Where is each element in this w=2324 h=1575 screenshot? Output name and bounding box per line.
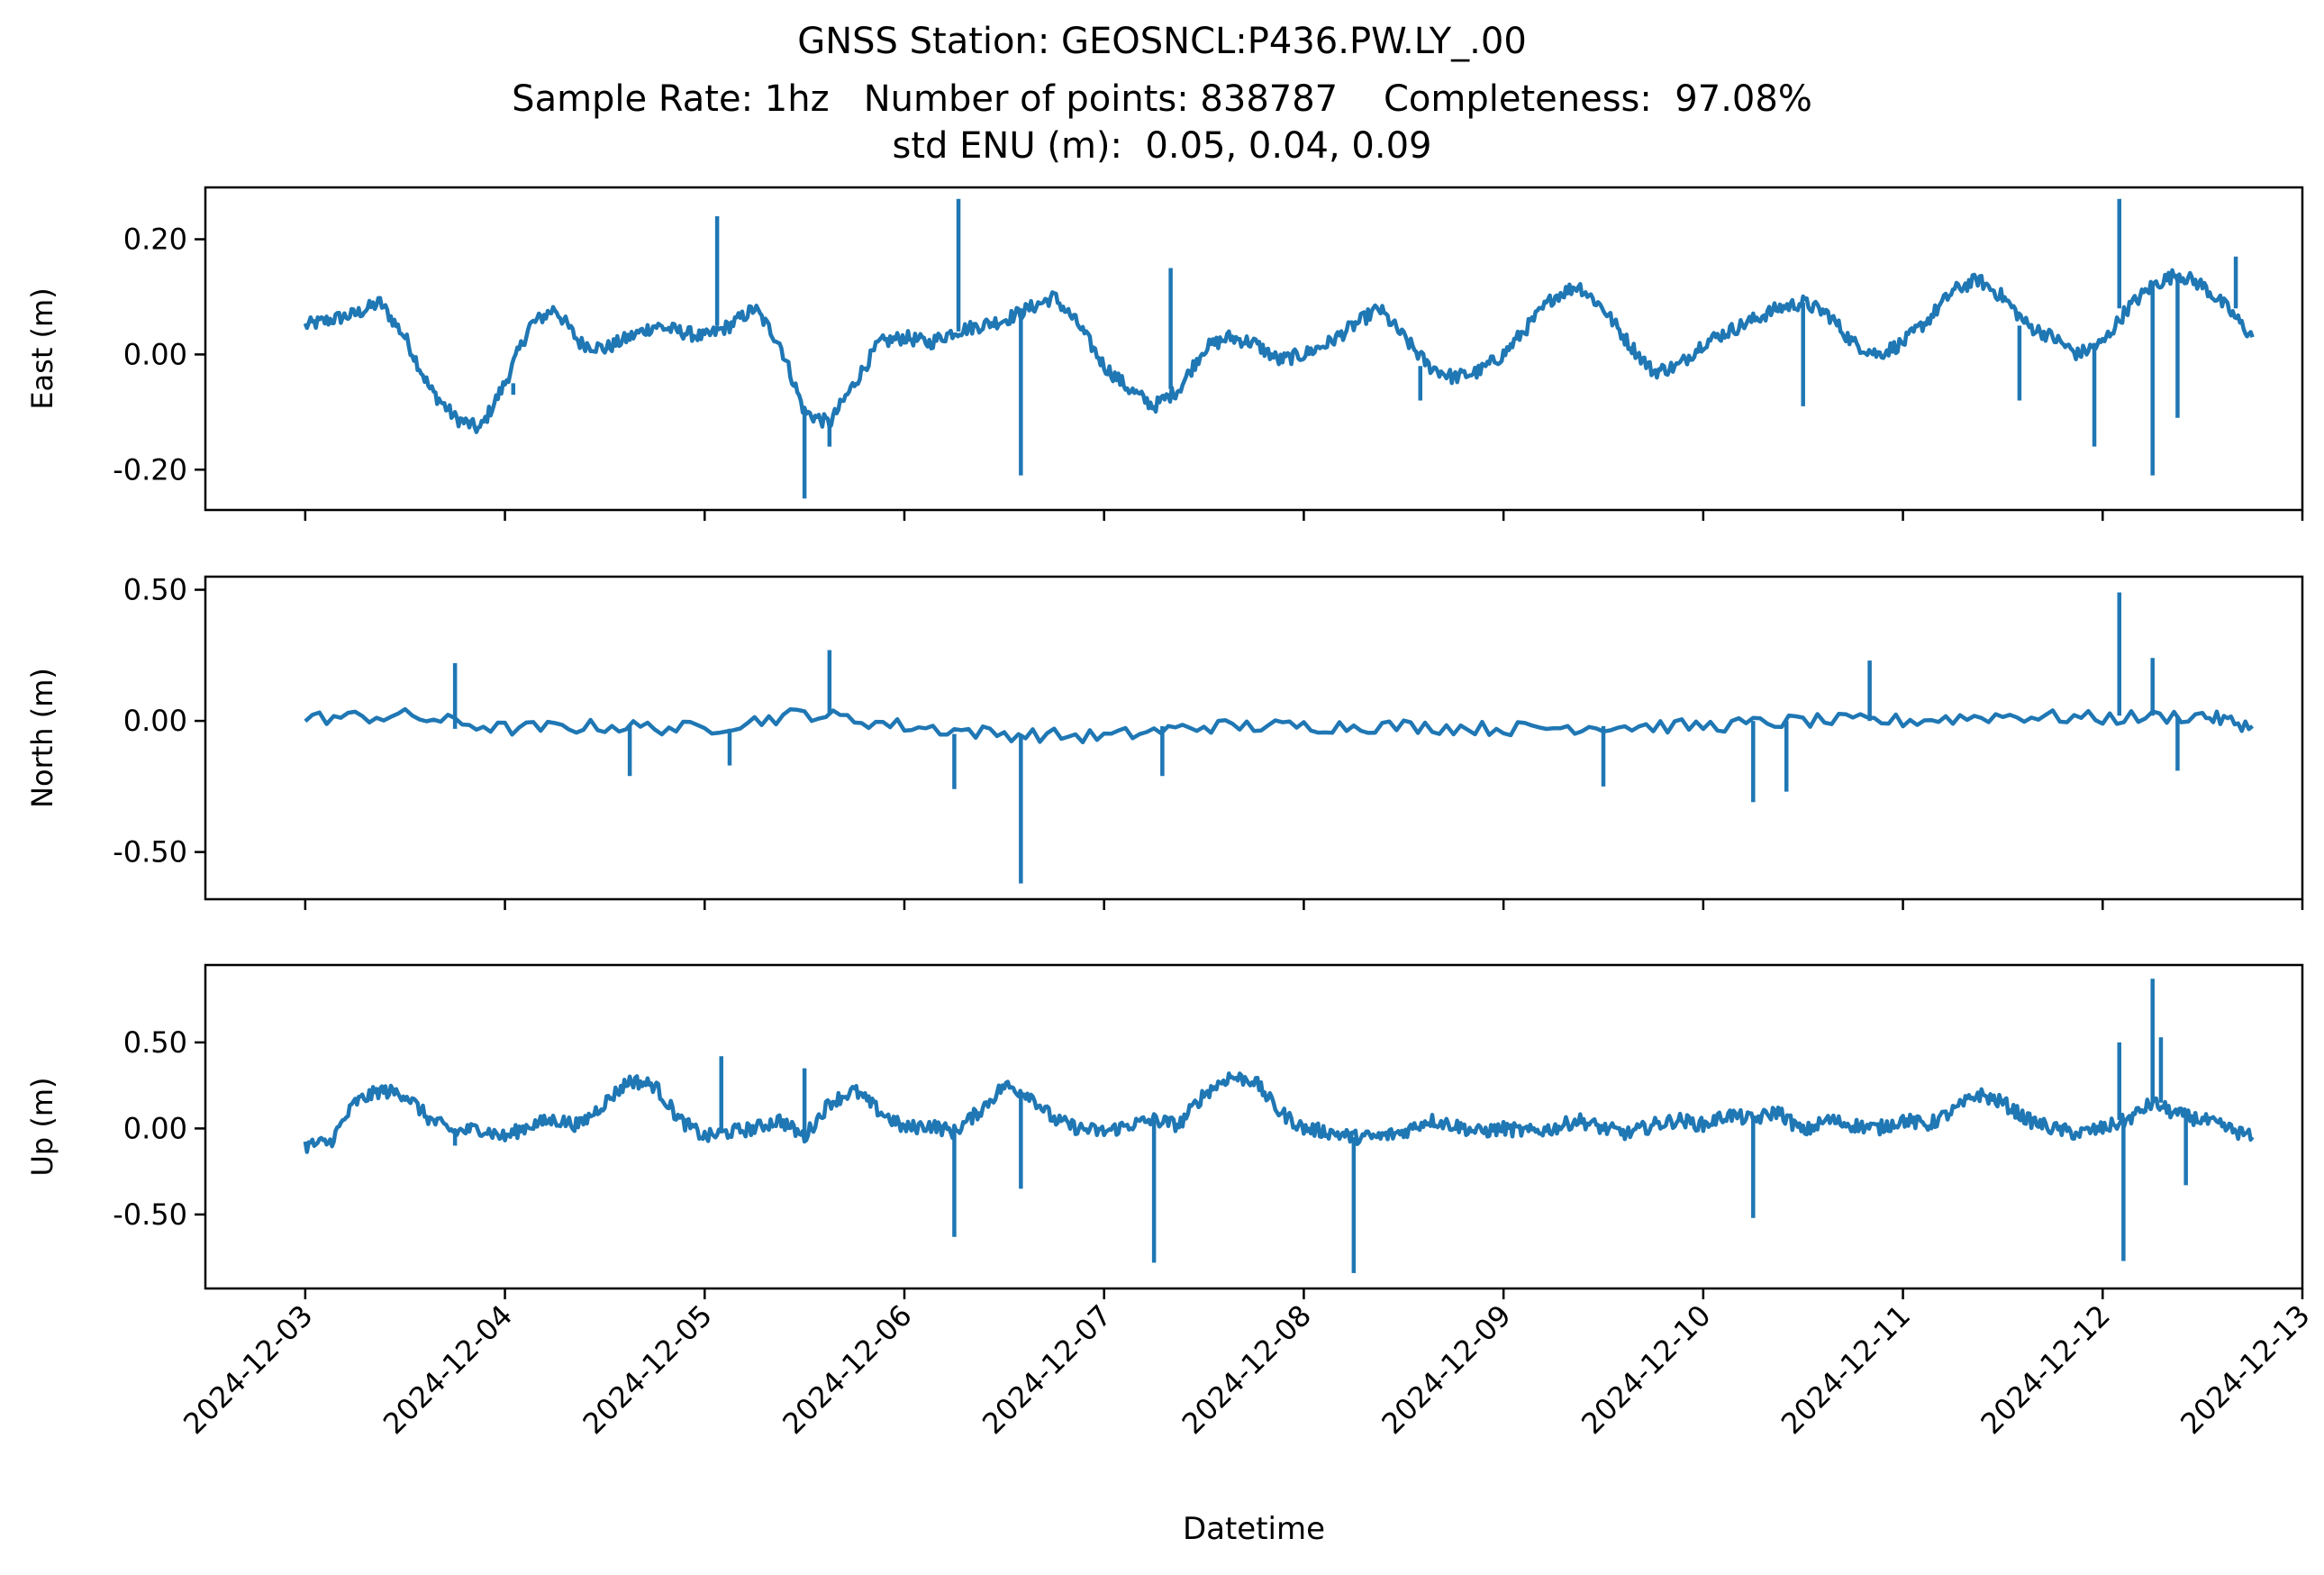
axes-frame-1	[204, 575, 2304, 901]
y-tick-label-2-1: 0.00	[123, 1111, 187, 1145]
y-axis-label-0: East (m)	[25, 287, 59, 409]
axes-frame-2	[204, 963, 2304, 1290]
y-tick-label-0-0: 0.20	[123, 223, 187, 257]
x-tick-label-5: 2024-12-08	[1176, 1298, 1318, 1441]
y-axis-label-1: North (m)	[25, 668, 59, 808]
chart-subtitle: Sample Rate: 1hz Number of points: 83878…	[512, 78, 1812, 120]
x-tick-label-4: 2024-12-07	[976, 1298, 1118, 1441]
y-tick-label-1-0: 0.50	[123, 573, 187, 607]
y-tick-label-2-2: -0.50	[113, 1197, 187, 1232]
axes-frame-0	[204, 186, 2304, 512]
x-tick-label-9: 2024-12-12	[1974, 1298, 2117, 1441]
y-tick-label-0-1: 0.00	[123, 337, 187, 371]
series-line-2	[303, 1071, 2255, 1154]
x-tick-label-8: 2024-12-11	[1775, 1298, 1917, 1441]
x-tick-label-7: 2024-12-10	[1575, 1298, 1717, 1441]
chart-title: GNSS Station: GEOSNCL:P436.PW.LY_.00	[797, 21, 1527, 62]
x-axis-label: Datetime	[1183, 1511, 1325, 1547]
y-tick-label-1-1: 0.00	[123, 704, 187, 738]
x-tick-label-3: 2024-12-06	[776, 1298, 918, 1441]
y-axis-label-2: Up (m)	[25, 1077, 59, 1176]
series-line-1	[304, 706, 2255, 745]
chart-std-line: std ENU (m): 0.05, 0.04, 0.09	[892, 125, 1432, 167]
x-tick-label-10: 2024-12-13	[2174, 1298, 2316, 1441]
series-line-0	[303, 268, 2255, 434]
y-tick-label-1-2: -0.50	[113, 835, 187, 869]
y-tick-label-0-2: -0.20	[113, 452, 187, 487]
x-tick-label-6: 2024-12-09	[1375, 1298, 1517, 1441]
y-tick-label-2-0: 0.50	[123, 1025, 187, 1060]
x-tick-label-1: 2024-12-04	[377, 1298, 519, 1441]
x-tick-label-0: 2024-12-03	[177, 1298, 319, 1441]
x-tick-label-2: 2024-12-05	[576, 1298, 719, 1441]
